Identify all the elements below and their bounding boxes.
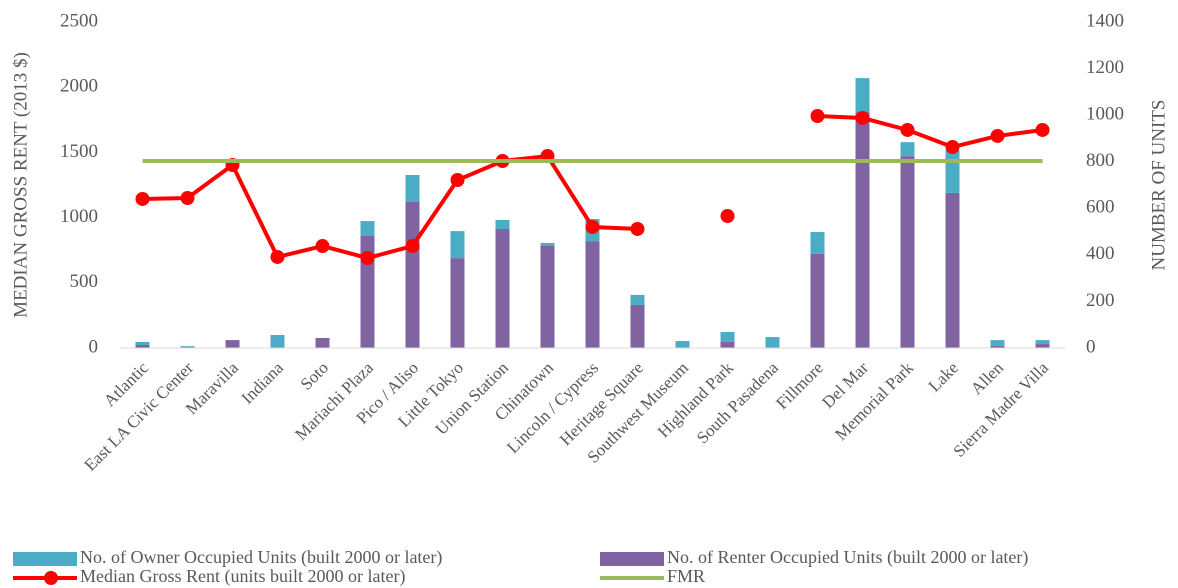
y2-tick-label: 600 — [1086, 197, 1115, 218]
x-tick-label: Mariachi Plaza — [291, 358, 377, 444]
y2-tick-label: 1000 — [1086, 104, 1124, 125]
y2-tick-label: 800 — [1086, 150, 1115, 171]
legend-marker — [44, 571, 58, 585]
bar — [630, 294, 645, 305]
x-tick-label: South Pasadena — [693, 358, 783, 448]
bar — [135, 341, 150, 345]
bar — [720, 341, 735, 348]
y-axis-title: MEDIAN GROSS RENT (2013 $) — [10, 52, 31, 318]
bar — [900, 142, 915, 157]
legend-label: Median Gross Rent (units built 2000 or l… — [80, 566, 405, 587]
bar — [990, 345, 1005, 348]
y2-tick-label: 1200 — [1086, 57, 1124, 78]
y2-tick-label: 200 — [1086, 290, 1115, 311]
x-tick-label: Indiana — [238, 358, 288, 408]
y2-tick-label: 0 — [1086, 336, 1096, 357]
bar — [630, 304, 645, 348]
line-marker — [450, 173, 465, 188]
bar — [855, 112, 870, 348]
line-marker — [180, 191, 195, 206]
y-tick-label: 2500 — [60, 10, 98, 31]
line-marker — [810, 109, 825, 124]
bar — [945, 192, 960, 348]
line-marker — [1035, 122, 1050, 137]
bar — [315, 337, 330, 348]
bar — [990, 340, 1005, 346]
line-marker — [720, 209, 735, 224]
bar — [540, 246, 555, 348]
line-marker — [900, 122, 915, 137]
bar — [180, 346, 195, 348]
y2-tick-label: 400 — [1086, 243, 1115, 264]
bar — [405, 174, 420, 202]
y2-axis-title: NUMBER OF UNITS — [1148, 99, 1169, 270]
line-marker — [990, 128, 1005, 143]
bar — [900, 156, 915, 348]
x-tick-label: Lake — [925, 358, 962, 395]
bar — [495, 229, 510, 348]
bar — [360, 221, 375, 236]
line-marker — [630, 221, 645, 236]
bar — [540, 242, 555, 247]
bar — [855, 78, 870, 113]
bar — [810, 253, 825, 348]
line-marker — [270, 249, 285, 264]
bar — [765, 337, 780, 348]
y-tick-label: 1500 — [60, 141, 98, 162]
bar — [810, 232, 825, 254]
line-marker — [315, 239, 330, 254]
line-marker — [360, 251, 375, 266]
y-tick-label: 0 — [89, 336, 99, 357]
legend-swatch — [13, 552, 77, 566]
legend-label: No. of Owner Occupied Units (built 2000 … — [80, 547, 442, 568]
bar — [450, 231, 465, 259]
bar — [720, 331, 735, 342]
y2-tick-label: 1400 — [1086, 10, 1124, 31]
bar — [585, 241, 600, 348]
bar — [405, 201, 420, 348]
line-marker — [945, 140, 960, 155]
legend-label: No. of Renter Occupied Units (built 2000… — [667, 547, 1028, 568]
bar — [135, 344, 150, 348]
line — [142, 154, 638, 261]
x-tick-label: Allen — [967, 358, 1007, 398]
bar — [270, 334, 285, 348]
line-marker — [855, 110, 870, 125]
legend-label: FMR — [667, 566, 705, 586]
y-tick-label: 2000 — [60, 76, 98, 97]
bar — [450, 258, 465, 348]
bar — [1035, 344, 1050, 348]
line — [817, 114, 1043, 150]
bar — [945, 150, 960, 193]
legend-swatch — [600, 552, 664, 566]
y-tick-label: 500 — [70, 271, 99, 292]
bar — [225, 340, 240, 348]
x-tick-label: Soto — [297, 358, 332, 393]
line-marker — [135, 191, 150, 206]
line-marker — [405, 239, 420, 254]
x-tick-label: Memorial Park — [831, 358, 917, 444]
x-tick-label: Fillmore — [772, 358, 827, 413]
bar — [1035, 340, 1050, 345]
bar — [495, 219, 510, 230]
bar — [675, 341, 690, 348]
y-tick-label: 1000 — [60, 206, 98, 227]
line-marker — [585, 219, 600, 234]
